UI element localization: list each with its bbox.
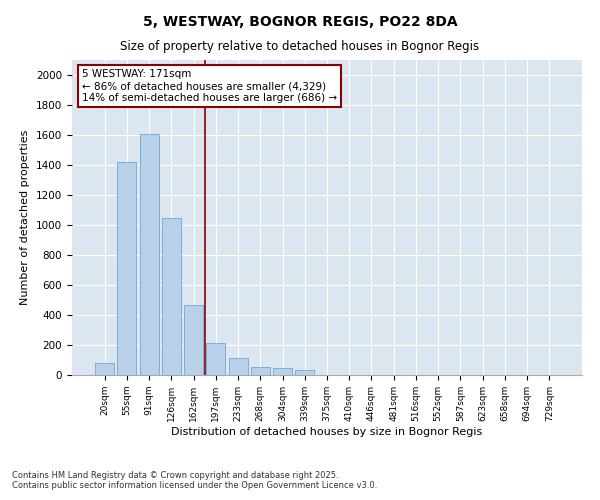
Text: Contains HM Land Registry data © Crown copyright and database right 2025.
Contai: Contains HM Land Registry data © Crown c… — [12, 470, 377, 490]
Bar — [95, 363, 114, 375]
Bar — [140, 134, 158, 375]
Bar — [273, 368, 292, 375]
Text: 5, WESTWAY, BOGNOR REGIS, PO22 8DA: 5, WESTWAY, BOGNOR REGIS, PO22 8DA — [143, 15, 457, 29]
Text: 5 WESTWAY: 171sqm
← 86% of detached houses are smaller (4,329)
14% of semi-detac: 5 WESTWAY: 171sqm ← 86% of detached hous… — [82, 70, 337, 102]
Text: Size of property relative to detached houses in Bognor Regis: Size of property relative to detached ho… — [121, 40, 479, 53]
Bar — [229, 358, 248, 375]
Bar — [251, 367, 270, 375]
X-axis label: Distribution of detached houses by size in Bognor Regis: Distribution of detached houses by size … — [172, 426, 482, 436]
Bar — [206, 343, 225, 375]
Bar — [162, 218, 181, 375]
Bar — [184, 304, 203, 375]
Bar — [295, 370, 314, 375]
Y-axis label: Number of detached properties: Number of detached properties — [20, 130, 31, 305]
Bar — [118, 162, 136, 375]
